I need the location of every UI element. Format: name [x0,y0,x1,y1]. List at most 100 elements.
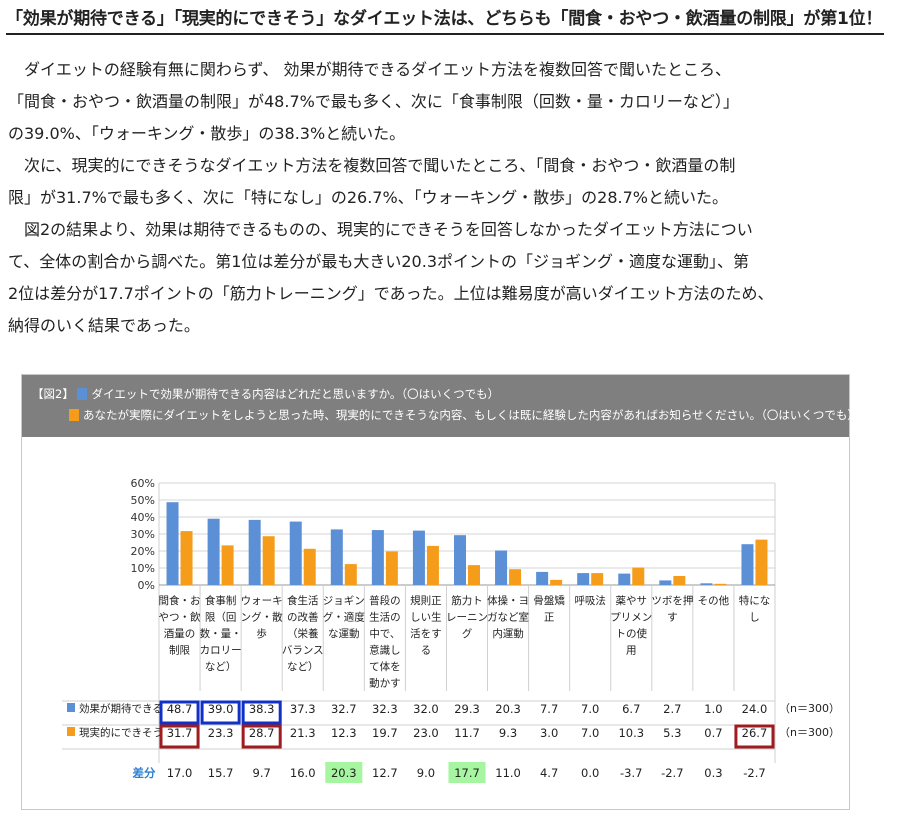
data-label: 2.7 [663,702,681,716]
paragraph-3: 図2の結果より、効果は期待できるものの、現実的にできそうを回答しなかったダイエッ… [8,214,898,342]
category-label: 間食・おやつ・飲酒量の制限 [159,594,201,657]
bar-expected [577,573,590,585]
data-label: 26.7 [742,726,768,740]
diff-label: -3.7 [620,766,642,780]
category-label: 食生活の改善（栄養バランスなど） [282,594,324,673]
data-label: 11.7 [454,726,480,740]
paragraph-2: 次に、現実的にできそうなダイエット方法を複数回答で聞いたところ、「間食・おやつ・… [8,150,898,214]
bar-expected [618,573,631,585]
bar-expected [741,544,754,585]
diff-label: -2.7 [743,766,765,780]
y-tick-label: 0% [138,579,155,592]
figure-question-2: あなたが実際にダイエットをしようと思った時、現実的にできそうな内容、もしくは既に… [69,407,859,423]
diff-label: 15.7 [208,766,234,780]
bar-realistic [755,539,768,585]
bar-realistic [509,569,522,585]
paragraph-line: ダイエットの経験有無に関わらず、 効果が期待できるダイエット方法を複数回答で聞い… [24,60,732,79]
data-label: 32.7 [331,702,357,716]
category-label: ジョギング・適度な運動 [323,595,365,640]
category-label: 規則正しい生活をする [410,595,442,657]
bar-realistic [180,531,193,585]
highlight-box [200,700,241,725]
bar-expected [248,519,261,585]
data-label: 3.0 [540,726,558,740]
data-label: 32.0 [413,702,439,716]
data-label: 28.7 [249,726,275,740]
highlight-box [241,700,282,725]
data-label: 37.3 [290,702,316,716]
legend-swatch-blue [77,388,88,400]
category-label: 薬やサプリメントの使用 [610,595,652,657]
bar-expected [289,521,302,585]
category-label: その他 [698,594,730,607]
table-series-name: 効果が期待できる [79,702,163,715]
highlight-box [734,724,775,749]
data-label: 0.7 [704,726,722,740]
category-label: 骨盤矯正 [533,594,565,624]
y-tick-label: 30% [131,528,155,541]
y-tick-label: 40% [131,511,155,524]
diff-label: 17.7 [454,766,480,780]
paragraph-line: 図2の結果より、効果は期待できるものの、現実的にできそうを回答しなかったダイエッ… [24,220,753,239]
diff-highlight [325,762,363,783]
data-label: 7.0 [581,702,599,716]
diff-label: 11.0 [495,766,521,780]
data-label: 23.0 [413,726,439,740]
bar-realistic [385,551,398,585]
data-label: 24.0 [742,702,768,716]
highlight-box [159,724,200,749]
question-2-text: あなたが実際にダイエットをしようと思った時、現実的にできそうな内容、もしくは既に… [83,408,859,422]
figure-question-1: 【図2】 ダイエットで効果が期待できる内容はどれだと思いますか。（〇はいくつでも… [32,386,499,402]
data-label: 12.3 [331,726,357,740]
diff-label: 17.0 [167,766,193,780]
diff-label: 20.3 [331,766,357,780]
data-label: 7.0 [581,726,599,740]
diff-label: 16.0 [290,766,316,780]
diff-label: 12.7 [372,766,398,780]
n-label: （n＝300） [779,726,840,739]
paragraph-line: の39.0%、「ウォーキング・散歩」の38.3%と続いた。 [8,124,406,143]
paragraph-line: 2位は差分が17.7ポイントの「筋力トレーニング」であった。上位は難易度が高いダ… [8,284,774,303]
diff-row-title: 差分 [133,766,156,780]
paragraph-line: 次に、現実的にできそうなダイエット方法を複数回答で聞いたところ、「間食・おやつ・… [24,156,736,175]
data-label: 39.0 [208,702,234,716]
data-label: 10.3 [618,726,644,740]
legend-swatch-orange [69,409,79,421]
page-heading: 「効果が期待できる」「現実的にできそう」なダイエット法は、どちらも「間食・おやつ… [6,4,884,35]
data-label: 6.7 [622,702,640,716]
category-label: 特になし [739,595,771,624]
bar-realistic [221,545,234,585]
category-label: 呼吸法 [574,594,606,607]
bar-realistic [344,564,357,585]
data-label: 9.3 [499,726,517,740]
figure-2: 【図2】 ダイエットで効果が期待できる内容はどれだと思いますか。（〇はいくつでも… [21,374,859,810]
bar-expected [330,529,343,585]
bar-expected [454,535,466,585]
bar-expected [412,530,425,585]
data-label: 19.7 [372,726,398,740]
data-label: 48.7 [167,702,193,716]
data-label: 29.3 [454,702,480,716]
diff-label: -2.7 [661,766,683,780]
data-label: 21.3 [290,726,316,740]
diff-label: 0.0 [581,766,599,780]
highlight-box [159,700,200,725]
bar-expected [536,571,549,585]
figure-label: 【図2】 [32,387,74,401]
bar-realistic [303,548,316,585]
figure-header: 【図2】 ダイエットで効果が期待できる内容はどれだと思いますか。（〇はいくつでも… [22,375,859,437]
bar-realistic [673,575,686,585]
question-1-text: ダイエットで効果が期待できる内容はどれだと思いますか。（〇はいくつでも） [91,387,500,401]
diff-label: 0.3 [704,766,722,780]
diff-highlight [448,762,486,783]
data-label: 1.0 [704,702,722,716]
diff-label: 9.0 [417,766,435,780]
bar-realistic [591,573,604,585]
category-label: ツボを押す [651,594,693,624]
bar-expected [207,518,220,585]
category-label: ウォーキング・散歩 [241,595,283,640]
category-label: 筋力トレーニング [446,594,488,640]
data-label: 7.7 [540,702,558,716]
y-tick-label: 60% [131,477,155,490]
data-label: 5.3 [663,726,681,740]
